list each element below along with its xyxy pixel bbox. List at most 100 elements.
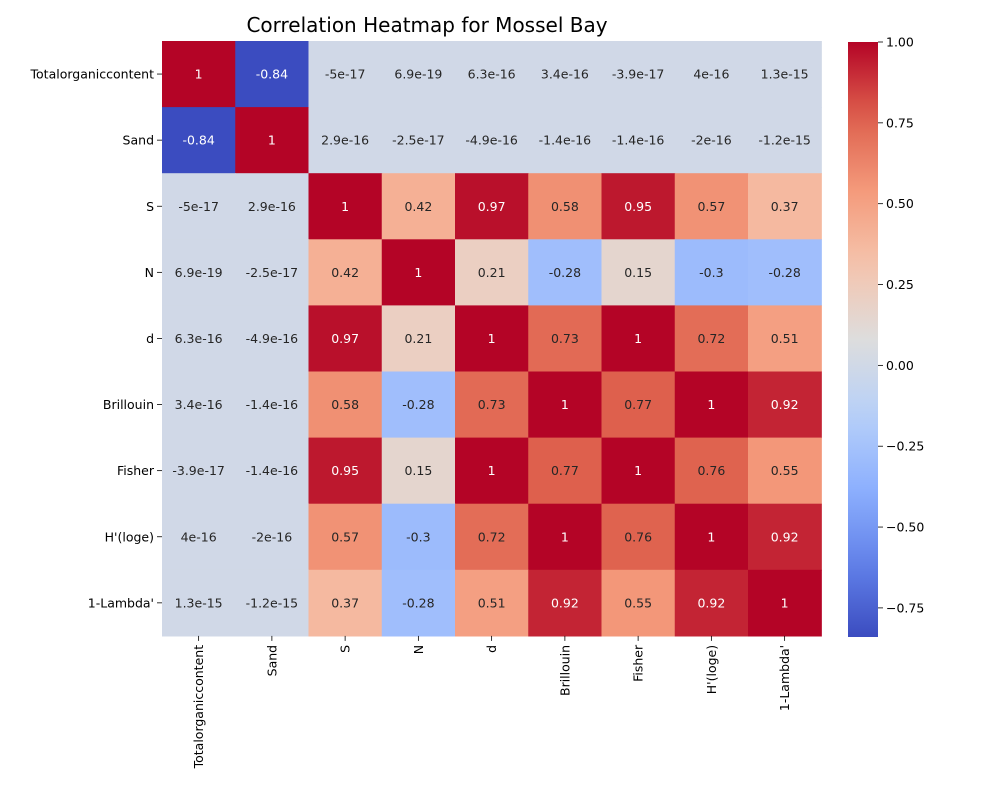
cell-annotation: 6.3e-16 — [468, 67, 516, 82]
cell-annotation: -1.4e-16 — [612, 133, 665, 148]
heatmap-cell — [748, 239, 822, 306]
heatmap-cell — [455, 437, 529, 505]
cell-annotation: 0.92 — [771, 529, 799, 544]
colorbar-tick-label: −0.50 — [886, 520, 924, 535]
heatmap-cell — [528, 569, 603, 637]
cell-annotation: 0.73 — [478, 397, 506, 412]
heatmap-cell — [162, 437, 236, 505]
heatmap-cell — [381, 437, 456, 505]
cell-annotation: -1.4e-16 — [539, 133, 592, 148]
cell-annotation: 1 — [707, 397, 715, 412]
cell-annotation: 1 — [561, 397, 569, 412]
cell-annotation: 0.15 — [404, 463, 432, 478]
row-tick-label: 1-Lambda' — [88, 595, 154, 610]
row-tick-label: N — [145, 265, 154, 280]
cell-annotation: 4e-16 — [181, 529, 217, 544]
cell-annotation: 2.9e-16 — [248, 199, 296, 214]
heatmap-cell — [381, 305, 456, 373]
cell-annotation: 1 — [268, 133, 276, 148]
row-tick-labels: Totalorganiccontent Sand S Nd Brillouin Fishe… — [30, 67, 162, 610]
heatmap-cell — [235, 239, 310, 306]
heatmap-cell — [601, 41, 676, 108]
cell-annotation: 0.55 — [771, 463, 799, 478]
row-tick-label: Brillouin — [103, 397, 154, 412]
cell-annotation: -5e-17 — [178, 199, 219, 214]
heatmap-cell — [748, 107, 822, 174]
cell-annotation: 0.76 — [697, 463, 725, 478]
heatmap-cell — [308, 107, 383, 174]
heatmap-cell — [528, 305, 603, 373]
colorbar-tick-label: 0.50 — [886, 196, 914, 211]
cell-annotation: 0.92 — [771, 397, 799, 412]
cell-annotation: 0.58 — [551, 199, 579, 214]
cell-annotation: 0.57 — [331, 529, 359, 544]
cell-annotation: -2e-16 — [691, 133, 732, 148]
heatmap-cell — [235, 305, 310, 373]
cell-annotation: 0.77 — [551, 463, 579, 478]
heatmap-cell — [235, 503, 310, 571]
column-tick-label: d — [484, 645, 499, 653]
row-tick-label: S — [146, 199, 154, 214]
cell-annotation: 0.51 — [478, 595, 506, 610]
cell-annotation: 4e-16 — [693, 67, 729, 82]
heatmap-cell — [674, 371, 749, 439]
colorbar: 1.00 0.75 0.50 0.25 0.00 −0.25 −0.50 −0.75 — [848, 35, 924, 637]
cell-annotation: 0.95 — [624, 199, 652, 214]
cell-annotation: 1 — [414, 265, 422, 280]
heatmap-cell — [381, 371, 456, 439]
column-tick-label: H'(loge) — [704, 645, 719, 694]
colorbar-tick-label: 1.00 — [886, 35, 914, 50]
heatmap-cell — [528, 371, 603, 439]
cell-annotation: -0.28 — [768, 265, 800, 280]
heatmap-cell — [674, 305, 749, 373]
heatmap-cell — [235, 437, 310, 505]
cell-annotation: 1 — [195, 67, 203, 82]
row-tick-label: H'(loge) — [105, 529, 154, 544]
heatmap-cell — [455, 239, 529, 306]
cell-annotation: 0.42 — [404, 199, 432, 214]
heatmap-cell — [162, 239, 236, 306]
cell-annotation: 0.42 — [331, 265, 359, 280]
cell-annotation: 3.4e-16 — [541, 67, 589, 82]
heatmap-cell — [674, 239, 749, 306]
cell-annotation: -5e-17 — [325, 67, 366, 82]
column-tick-label: 1-Lambda' — [777, 645, 792, 711]
heatmap-cell — [748, 173, 822, 240]
cell-annotation: -1.4e-16 — [246, 397, 299, 412]
heatmap-cell — [601, 437, 676, 505]
heatmap-cell — [601, 503, 676, 571]
heatmap-cell — [308, 41, 383, 108]
column-tick-label: Fisher — [631, 644, 646, 682]
cell-annotation: 1.3e-15 — [761, 67, 809, 82]
cell-annotation: 0.72 — [697, 331, 725, 346]
heatmap-cell — [674, 503, 749, 571]
cell-annotation: 0.97 — [478, 199, 506, 214]
cell-annotation: -1.2e-15 — [758, 133, 811, 148]
cell-annotation: 1.3e-15 — [175, 595, 223, 610]
heatmap-cell — [235, 569, 310, 637]
heatmap-cell — [235, 107, 310, 174]
colorbar-tick-label: −0.25 — [886, 439, 924, 454]
cell-annotation: 6.9e-19 — [394, 67, 442, 82]
cell-annotation: 0.76 — [624, 529, 652, 544]
cell-annotation: 0.21 — [404, 331, 432, 346]
cell-annotation: 0.95 — [331, 463, 359, 478]
cell-annotation: -3.9e-17 — [612, 67, 665, 82]
cell-annotations: 1 -0.84 -5e-17 6.9e-19 6.3e-16 3.4e-16 -3.9e-1… — [172, 67, 811, 611]
heatmap-cell — [674, 569, 749, 637]
heatmap-cell — [601, 305, 676, 373]
cell-annotation: -0.28 — [402, 595, 434, 610]
heatmap-cell — [162, 503, 236, 571]
cell-annotation: -0.3 — [406, 529, 430, 544]
heatmap-cell — [381, 503, 456, 571]
heatmap-cell — [674, 437, 749, 505]
heatmap-cell — [455, 569, 529, 637]
cell-annotation: 0.92 — [697, 595, 725, 610]
row-tick-label: Fisher — [117, 463, 155, 478]
heatmap-cell — [162, 41, 236, 108]
cell-annotation: -0.3 — [699, 265, 723, 280]
heatmap-cell — [528, 239, 603, 306]
heatmap-cell — [308, 371, 383, 439]
